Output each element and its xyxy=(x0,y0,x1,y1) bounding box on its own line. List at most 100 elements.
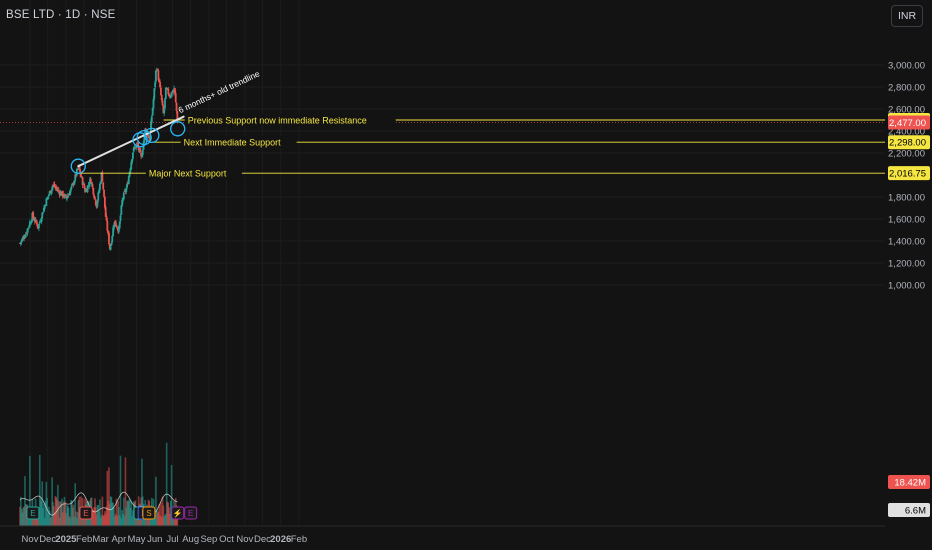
candle-body xyxy=(69,190,72,195)
level-label-bg xyxy=(184,114,396,126)
level-price-tag: 2,016.75 xyxy=(889,169,926,180)
candle-body xyxy=(153,88,156,99)
volume-bar xyxy=(41,481,44,526)
volume-bar xyxy=(20,496,22,526)
candle-body xyxy=(83,183,86,189)
candle-body xyxy=(73,180,76,185)
time-tick-label: 2025 xyxy=(55,534,77,545)
volume-bar xyxy=(99,499,101,526)
volume-bar xyxy=(43,517,46,526)
volume-bar xyxy=(174,517,176,526)
level-label: Next Immediate Support xyxy=(184,138,282,148)
candle-body xyxy=(130,162,133,170)
price-axis[interactable]: 3,000.00 2,800.00 2,600.00 2,400.00 2,200.00… xyxy=(885,0,932,550)
volume-bar xyxy=(171,517,174,526)
touch-point-circle xyxy=(144,127,160,144)
volume-bar xyxy=(162,505,165,526)
candle-body xyxy=(175,102,178,111)
volume-bar xyxy=(57,501,60,526)
volume-bar xyxy=(62,512,64,526)
last-volume-tag: 18.42M xyxy=(894,478,926,489)
volume-bar xyxy=(155,509,158,526)
candle-body xyxy=(108,232,110,244)
candle-body xyxy=(109,246,112,250)
volume-bar xyxy=(125,507,128,526)
volume-bar xyxy=(167,502,170,526)
volume-bar xyxy=(91,509,94,526)
volume-bar xyxy=(54,496,57,526)
volume-bar xyxy=(137,515,139,526)
candle-body xyxy=(92,187,95,195)
candle-body xyxy=(75,168,78,176)
candle-body xyxy=(122,198,124,201)
candle-body xyxy=(102,182,105,190)
currency-button[interactable]: INR xyxy=(891,5,923,27)
volume-bar xyxy=(94,507,97,526)
volume-bar xyxy=(161,496,164,526)
price-tick-label: 1,200.00 xyxy=(888,259,925,270)
candle-body xyxy=(125,187,128,193)
time-tick-label: Apr xyxy=(111,534,126,545)
candle-body xyxy=(42,207,45,213)
candle-body xyxy=(20,239,23,243)
candle-body xyxy=(45,198,48,207)
volume-bar xyxy=(45,481,48,526)
time-tick-label: Feb xyxy=(76,534,92,545)
volume-bar xyxy=(103,515,105,526)
candle-body xyxy=(172,90,175,93)
volume-bar xyxy=(109,503,111,526)
candle-body xyxy=(86,185,89,193)
volume-bar xyxy=(143,515,146,526)
volume-bar xyxy=(66,505,68,526)
candle-body xyxy=(52,184,54,188)
candle-body xyxy=(65,195,68,198)
volume-bar xyxy=(30,515,33,526)
volume-bar xyxy=(108,467,110,526)
candle-body xyxy=(169,96,172,98)
level-price-tag-bg xyxy=(888,166,930,181)
candle-body xyxy=(57,189,60,192)
event-marker-label: E xyxy=(188,509,193,518)
candle-body xyxy=(38,223,40,229)
volume-bar xyxy=(126,500,128,526)
candle-body xyxy=(126,183,129,188)
volume-bar xyxy=(157,511,160,526)
candle-body xyxy=(158,79,161,82)
volume-bar xyxy=(123,515,126,526)
price-tick-label: 2,200.00 xyxy=(888,149,925,160)
volume-bar xyxy=(127,501,129,526)
volume-bar xyxy=(57,484,59,526)
time-tick-label: Aug xyxy=(182,534,199,545)
volume-bar xyxy=(80,517,83,526)
candle-body xyxy=(66,195,69,199)
volume-bar xyxy=(168,507,170,526)
candle-body xyxy=(135,144,138,149)
volume-bar xyxy=(118,515,121,526)
volume-bar xyxy=(60,502,62,526)
time-axis[interactable]: Nov Dec 2025 Feb Mar Apr May Jun Jul Aug Sep Oct Nov… xyxy=(0,525,885,545)
touch-point-circle xyxy=(70,158,86,174)
candle-body xyxy=(122,192,125,200)
candle-body xyxy=(174,93,177,102)
volume-bar xyxy=(158,504,161,526)
last-price-tag: 2,477.00 xyxy=(889,118,926,129)
grid-lines xyxy=(0,64,885,286)
time-tick-label: Mar xyxy=(92,534,108,545)
candle-body xyxy=(156,69,159,71)
candle-body xyxy=(51,187,54,191)
candle-body xyxy=(67,194,70,197)
volume-bar xyxy=(72,504,75,526)
volume-bar xyxy=(28,515,30,526)
candle-body xyxy=(106,220,109,231)
volume-bar xyxy=(56,499,58,526)
event-marker xyxy=(26,506,40,520)
volume-bar xyxy=(154,513,156,526)
volume-bar xyxy=(53,512,56,526)
volume-bar xyxy=(127,500,130,526)
candle-body xyxy=(121,200,124,207)
level-label: Major Next Support xyxy=(149,169,227,179)
volume-bar xyxy=(70,500,72,526)
volume-bar xyxy=(76,517,78,526)
event-marker xyxy=(79,506,93,520)
